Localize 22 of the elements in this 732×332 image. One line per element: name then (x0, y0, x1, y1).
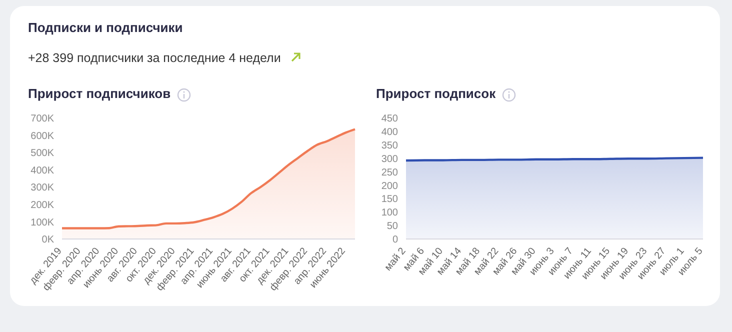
y-tick-label: 200K (30, 200, 54, 211)
y-tick-label: 500K (30, 148, 54, 160)
y-tick-label: 300K (30, 182, 54, 194)
y-tick-label: 450 (381, 114, 398, 125)
text: +28 399 подписчики за последние 4 недели (28, 51, 282, 65)
y-tick-label: 700K (30, 114, 54, 125)
y-tick-label: 100K (30, 217, 54, 228)
y-tick-label: 300 (381, 154, 398, 165)
y-tick-label: 400K (30, 165, 54, 176)
y-tick-label: 250 (381, 167, 398, 178)
y-tick-label: 0K (42, 234, 54, 246)
y-tick-label: 600K (30, 130, 54, 142)
y-tick-label: 50 (386, 221, 398, 232)
chart-title: Прирост подписок (376, 86, 497, 103)
chart-title: Прирост подписчиков (28, 86, 172, 103)
text: Подписки и подписчики (28, 20, 184, 35)
y-tick-label: 400 (381, 126, 398, 138)
y-tick-label: 200 (381, 180, 398, 192)
y-tick-label: 350 (381, 140, 398, 152)
y-tick-label: 150 (381, 194, 398, 206)
y-tick-label: 100 (381, 208, 398, 219)
y-tick-label: 0 (392, 234, 398, 246)
